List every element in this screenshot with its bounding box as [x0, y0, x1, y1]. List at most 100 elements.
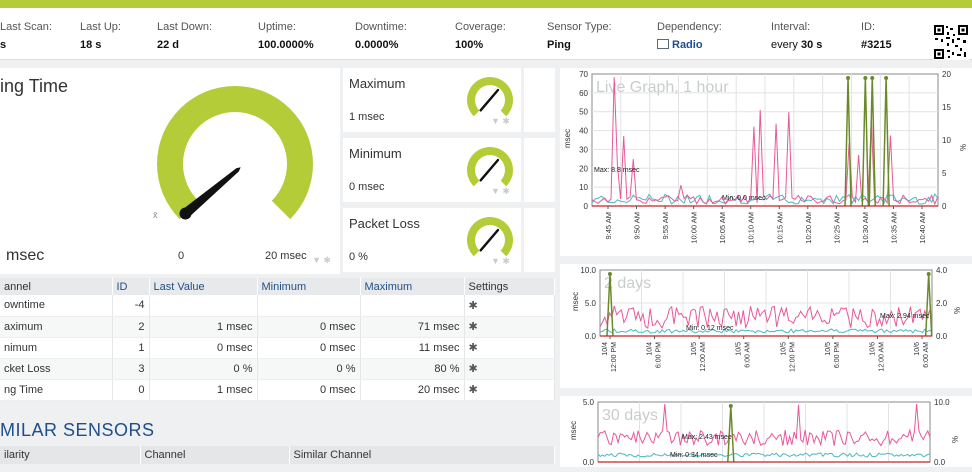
packet-loss-gauge-panel: Packet Loss 0 % ▼ ✱ [343, 208, 521, 272]
y2-axis-label: % [952, 307, 961, 314]
stat-label: Dependency: [657, 21, 722, 33]
channel-settings[interactable]: ✱ [464, 358, 555, 380]
series-ping-time [597, 403, 931, 447]
gauge-needle [479, 228, 500, 252]
two-day-graph[interactable]: 0.0 5.0 10.0 0.0 2.0 4.0 msec % 2 days Max: 2.94 … [560, 264, 972, 388]
maximum-gauge-panel: Maximum 1 msec ▼ ✱ [343, 68, 521, 132]
x-tick-label: 10/4 [647, 342, 654, 356]
similar-sensors-table: ilarity Channel Similar Channel [0, 446, 555, 464]
stat-label: Last Up: [80, 21, 121, 33]
qr-code-icon[interactable] [933, 24, 969, 60]
max-annotation: Max: 2.43 msec [682, 434, 732, 441]
column-similarity[interactable]: ilarity [0, 446, 141, 464]
gauge-tools-icon[interactable]: ▼ ✱ [491, 186, 510, 196]
stat-value: 22 d [157, 39, 180, 51]
mini-gauge [467, 77, 513, 117]
gear-icon[interactable]: ✱ [468, 384, 478, 396]
table-row[interactable]: cket Loss 3 0 % 0 % 80 % ✱ [0, 358, 555, 380]
gear-icon[interactable]: ✱ [468, 363, 478, 375]
y-tick-label: 20 [579, 164, 588, 173]
channel-minimum: 0 msec [257, 379, 361, 401]
packet-loss-point [728, 404, 733, 408]
column-similar-channel[interactable]: Similar Channel [289, 446, 555, 464]
y2-axis-label: % [958, 144, 967, 151]
table-row[interactable]: owntime -4 ✱ [0, 295, 555, 317]
dependency-value[interactable]: Radio [672, 39, 703, 51]
gear-icon[interactable]: ✱ [468, 321, 478, 333]
channel-maximum: 20 msec [360, 379, 465, 401]
channel-settings[interactable]: ✱ [464, 379, 555, 401]
x-tick-label: 10:35 AM [889, 212, 898, 244]
table-row[interactable]: nimum 1 0 msec 0 msec 11 msec ✱ [0, 337, 555, 359]
x-tick-label: 10/5 [691, 342, 698, 356]
channel-minimum: 0 msec [257, 337, 361, 359]
channel-id: 3 [112, 358, 150, 380]
y2-tick-label: 15 [942, 103, 951, 112]
x-tick-label: 10:00 AM [690, 212, 699, 244]
y2-tick-label: 2.0 [936, 299, 948, 308]
channel-name[interactable]: ng Time [0, 379, 113, 401]
stat-dependency: Dependency: Radio [657, 21, 722, 51]
channel-last-value [149, 295, 258, 317]
y-tick-label: 5.0 [583, 398, 595, 407]
live-graph[interactable]: 0 10 20 30 40 50 60 70 0 5 10 15 20 msec % Live Graph, … [560, 68, 972, 256]
x-tick-label: 10:25 AM [832, 212, 841, 244]
stat-value: 18 s [80, 39, 102, 51]
gear-icon[interactable]: ✱ [468, 299, 478, 312]
column-channel[interactable]: Channel [140, 446, 290, 464]
stat-label: ID: [861, 21, 876, 33]
dependency-link[interactable]: Radio [657, 39, 722, 51]
channel-last-value: 1 msec [149, 316, 258, 338]
gauge-title: Minimum [349, 146, 402, 161]
channel-name[interactable]: owntime [0, 295, 113, 317]
channel-settings[interactable]: ✱ [464, 316, 555, 338]
column-settings: Settings [464, 278, 555, 295]
y-tick-label: 60 [579, 89, 588, 98]
x-tick-label: 10:05 AM [718, 212, 727, 244]
x-tick-label: 12:00 AM [878, 342, 885, 372]
top-accent-bar [0, 0, 972, 8]
graph-title: Live Graph, 1 hour [596, 79, 729, 96]
min-annotation: Min: 0.0 msec [722, 195, 766, 202]
y-tick-label: 70 [579, 70, 588, 79]
channel-last-value: 0 % [149, 358, 258, 380]
stat-sensor-type: Sensor Type: Ping [547, 21, 612, 51]
series-minimum [597, 452, 931, 458]
stat-label: Interval: [771, 21, 811, 33]
packet-loss-point [870, 76, 875, 80]
column-maximum[interactable]: Maximum [360, 278, 465, 295]
channel-settings[interactable]: ✱ [464, 337, 555, 359]
column-last-value[interactable]: Last Value [149, 278, 258, 295]
packet-loss-point [607, 272, 612, 276]
thirty-day-graph[interactable]: 0.0 5.0 0.0 10.0 msec % 30 days Max: 2.43 msec M… [560, 396, 972, 467]
channel-name[interactable]: aximum [0, 316, 113, 338]
table-row[interactable]: ng Time 0 1 msec 0 msec 20 msec ✱ [0, 379, 555, 401]
channel-name[interactable]: cket Loss [0, 358, 113, 380]
stat-downtime: Downtime: 0.0000% [355, 21, 407, 51]
column-id[interactable]: ID [112, 278, 150, 295]
channel-settings[interactable]: ✱ [464, 295, 555, 317]
gauge-tools-icon[interactable]: ▼ ✱ [312, 255, 331, 265]
x-tick-label: 10:40 AM [918, 212, 927, 244]
gauge-tools-icon[interactable]: ▼ ✱ [491, 256, 510, 266]
device-icon [657, 39, 669, 49]
column-channel[interactable]: annel [0, 278, 113, 295]
gauge-scale-max: 20 msec [265, 250, 307, 262]
table-row[interactable]: aximum 2 1 msec 0 msec 71 msec ✱ [0, 316, 555, 338]
gauge-value: 0 msec [349, 181, 385, 193]
y2-axis-label: % [950, 436, 959, 443]
gauge-tools-icon[interactable]: ▼ ✱ [491, 116, 510, 126]
max-annotation: Max: 2.94 msec [880, 313, 930, 320]
x-tick-label: 10:10 AM [747, 212, 756, 244]
series-ping-time [599, 305, 933, 330]
y-tick-label: 0.0 [585, 332, 597, 341]
sensor-stats-bar: Last Scan: s Last Up: 18 s Last Down: 22… [0, 8, 972, 60]
stat-label: Uptime: [258, 21, 296, 33]
gauge-value: 0 % [349, 251, 368, 263]
gear-icon[interactable]: ✱ [468, 342, 478, 354]
gauge-arc [467, 217, 513, 257]
channel-name[interactable]: nimum [0, 337, 113, 359]
channel-minimum [257, 295, 361, 317]
gauge-value: 1 msec [349, 111, 385, 123]
column-minimum[interactable]: Minimum [257, 278, 361, 295]
